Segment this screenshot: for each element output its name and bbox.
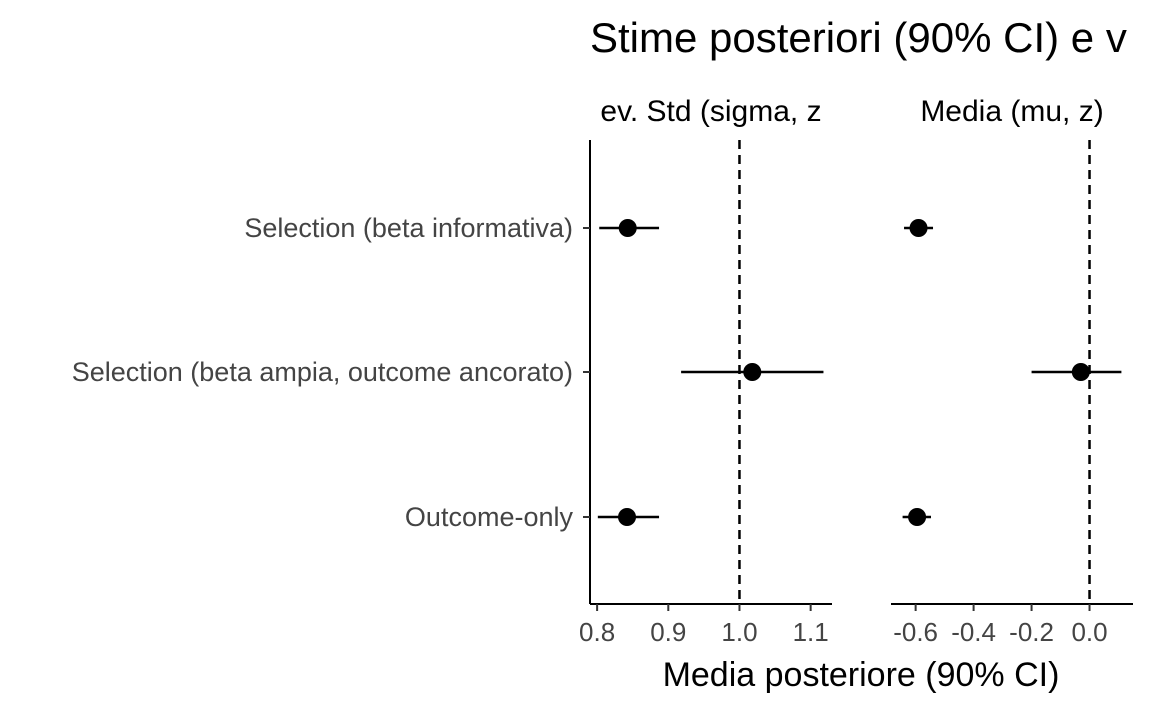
panel-1: ev. Std (sigma, z 0.8 0.9 1.0 1.1	[579, 95, 832, 647]
strip-label: Media (mu, z)	[920, 95, 1103, 128]
panel-2: Media (mu, z) -0.6 -0.4 -0.2 0.0	[891, 95, 1133, 647]
estimate-point	[908, 508, 927, 526]
chart-title: Stime posteriori (90% CI) e v	[590, 14, 1127, 61]
estimate-point	[618, 508, 637, 526]
x-tick-label: 1.0	[721, 617, 757, 647]
x-tick-label: 1.1	[793, 617, 829, 647]
x-tick-label: -0.4	[951, 617, 996, 647]
estimate-point	[743, 363, 762, 381]
y-tick-label: Selection (beta ampia, outcome ancorato)	[72, 357, 573, 387]
y-tick-label: Outcome-only	[405, 502, 574, 532]
estimate-point	[618, 219, 637, 237]
x-tick-label: 0.0	[1071, 617, 1107, 647]
x-tick-label: 0.8	[579, 617, 615, 647]
estimate-point	[909, 219, 928, 237]
estimate-point	[1071, 363, 1090, 381]
x-tick-label: -0.2	[1009, 617, 1054, 647]
strip-label: ev. Std (sigma, z	[600, 95, 821, 128]
x-tick-label: 0.9	[650, 617, 686, 647]
marks-layer: Selection (beta informativa) Selection (b…	[72, 95, 1133, 647]
x-tick-label: -0.6	[893, 617, 938, 647]
y-tick-label: Selection (beta informativa)	[244, 213, 573, 243]
x-axis-title: Media posteriore (90% CI)	[663, 656, 1060, 694]
